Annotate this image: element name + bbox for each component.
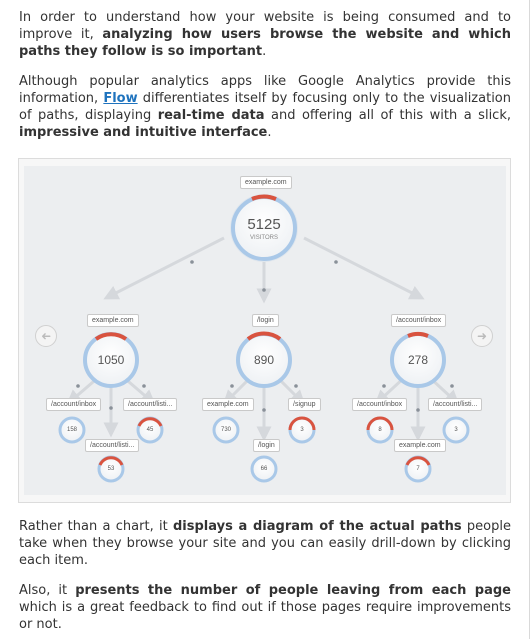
next-arrow-icon[interactable]: ➜: [471, 325, 493, 347]
level1-count: 890: [253, 353, 275, 367]
connector-dots: [76, 260, 454, 412]
level2-label: example.com: [202, 398, 254, 411]
root-label: example.com: [240, 176, 292, 189]
prev-arrow-icon[interactable]: ➜: [35, 325, 57, 347]
level1-count: 278: [407, 353, 429, 367]
flow-paragraph: Although popular analytics apps like Goo…: [19, 74, 511, 140]
level2-node[interactable]: [366, 416, 394, 444]
level2-label: /account/listi...: [428, 398, 483, 411]
level2-count: 45: [146, 427, 154, 433]
level2-count: 53: [107, 466, 115, 472]
level2-label: example.com: [394, 439, 446, 452]
visitors-caption: VISITORS: [250, 235, 278, 241]
level2-node[interactable]: [58, 416, 86, 444]
level2-count: 3: [454, 427, 458, 433]
diagram-paragraph: Rather than a chart, it displays a diagr…: [19, 519, 511, 568]
level1-node[interactable]: [83, 332, 139, 388]
level2-count: 7: [416, 466, 420, 472]
level2-node[interactable]: [97, 455, 125, 483]
level2-node[interactable]: [404, 455, 432, 483]
root-visitors-count: 5125: [247, 216, 281, 233]
level2-node[interactable]: [136, 416, 164, 444]
level2-count: 158: [66, 427, 77, 433]
level2-label: /account/listi...: [123, 398, 178, 411]
level2-label: /account/listi...: [85, 439, 140, 452]
level2-node[interactable]: [212, 416, 240, 444]
level2-count: 8: [378, 427, 382, 433]
level2-node[interactable]: [442, 416, 470, 444]
level2-count: 66: [260, 466, 268, 472]
level1-label: /login: [252, 314, 279, 327]
level1-node[interactable]: [236, 331, 292, 388]
level2-label: /account/inbox: [46, 398, 102, 411]
level2-label: /login: [253, 439, 280, 452]
exit-paragraph: Also, it presents the number of people l…: [19, 583, 511, 632]
level2-node[interactable]: [250, 455, 278, 483]
intro-paragraph: In order to understand how your website …: [19, 10, 511, 59]
flow-link[interactable]: Flow: [103, 91, 138, 106]
level2-count: 3: [300, 427, 304, 433]
level2-node[interactable]: [288, 416, 316, 444]
level2-label: /account/inbox: [352, 398, 408, 411]
level1-label: example.com: [87, 314, 139, 327]
level1-count: 1050: [97, 353, 125, 367]
level1-node[interactable]: [390, 332, 446, 388]
level1-label: /account/inbox: [391, 314, 447, 327]
level2-label: /signup: [288, 398, 321, 411]
root-node[interactable]: [230, 194, 298, 262]
level2-count: 730: [220, 427, 231, 433]
